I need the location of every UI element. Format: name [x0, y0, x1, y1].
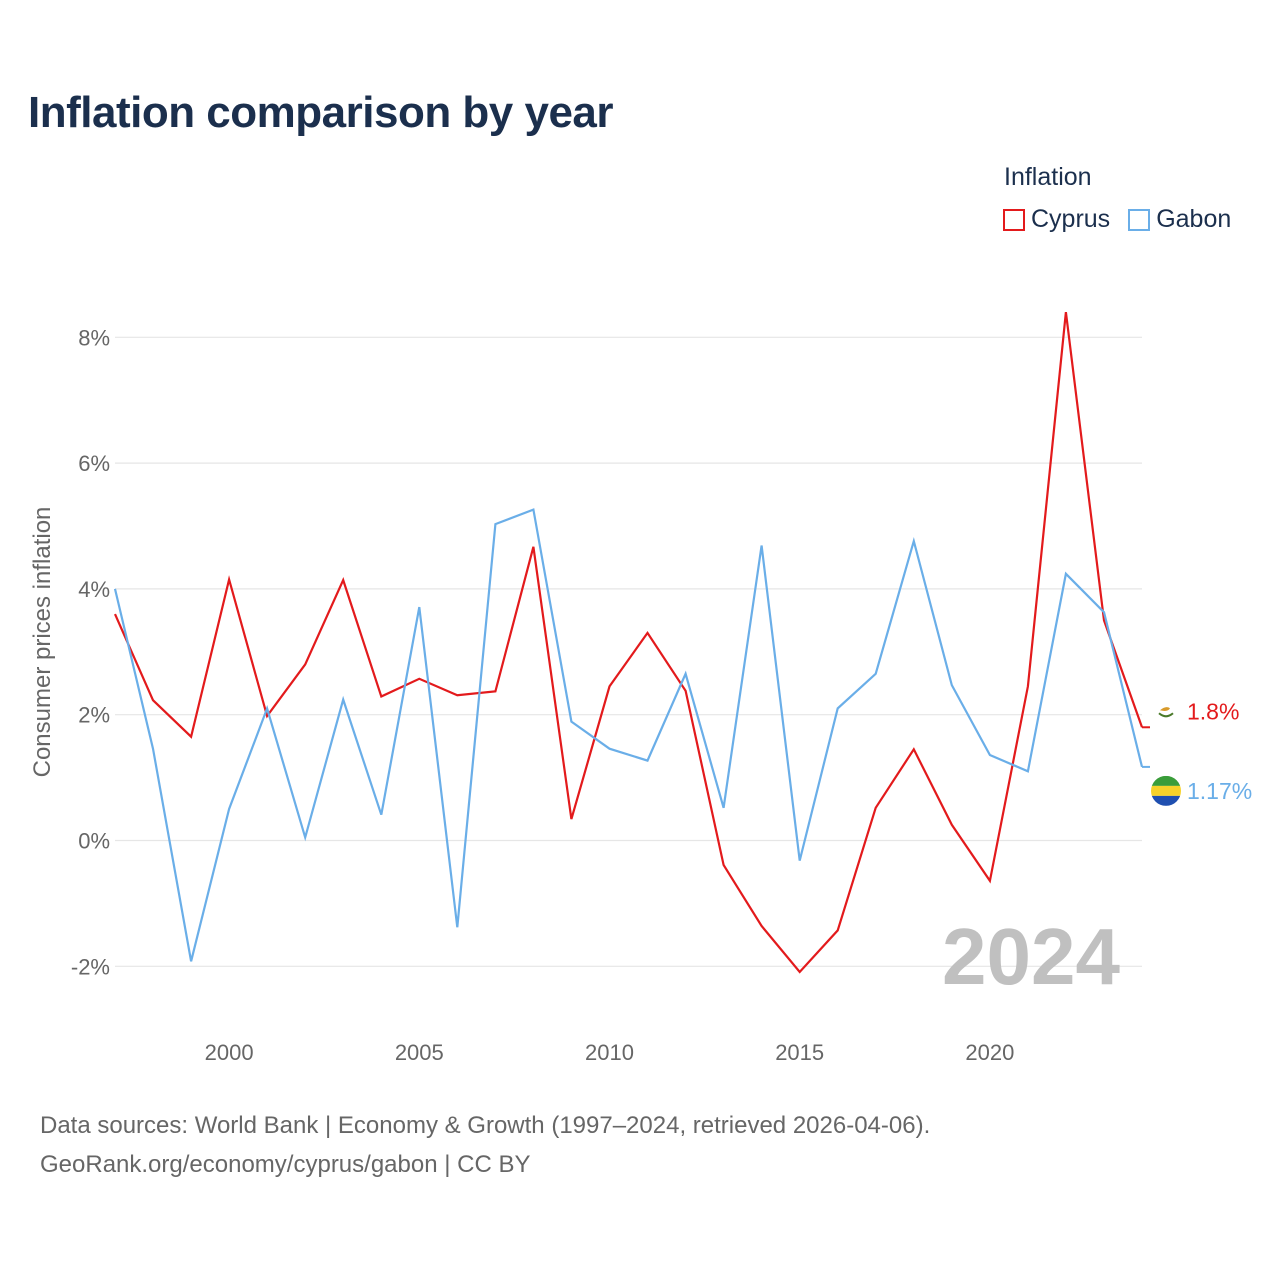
legend-title: Inflation [1004, 163, 1092, 191]
x-tick-label: 2010 [585, 1040, 634, 1065]
legend-label-gabon: Gabon [1156, 205, 1232, 233]
y-axis-label: Consumer prices inflation [29, 507, 56, 778]
legend-item-cyprus[interactable]: Cyprus [1003, 205, 1110, 234]
footer-link[interactable]: GeoRank.org/economy/cyprus/gabon | CC BY [40, 1151, 531, 1178]
legend-item-gabon[interactable]: Gabon [1128, 205, 1231, 234]
x-tick-label: 2000 [205, 1040, 254, 1065]
y-tick-label: 0% [78, 829, 110, 854]
y-tick-label: -2% [71, 954, 110, 979]
series-line-cyprus[interactable] [113, 311, 1144, 974]
y-tick-label: 6% [78, 451, 110, 476]
footer: Data sources: World Bank | Economy & Gro… [40, 1106, 930, 1184]
y-tick-label: 2% [78, 703, 110, 728]
y-tick-label: 4% [78, 577, 110, 602]
gridlines [115, 336, 1142, 967]
end-label-cyprus: 1.8% [1187, 698, 1239, 724]
flag-icon-cyprus [1157, 702, 1175, 721]
y-tick-label: 8% [78, 325, 110, 350]
x-tick-label: 2015 [775, 1040, 824, 1065]
y-tick-labels: -2% 0% 2% 4% 6% 8% [71, 325, 110, 979]
x-tick-labels: 2000 2005 2010 2015 2020 [205, 1040, 1015, 1065]
series-line-gabon[interactable] [113, 508, 1144, 962]
series-lines [113, 311, 1144, 974]
flag-icon-gabon [1151, 775, 1181, 806]
end-label-gabon: 1.17% [1187, 778, 1252, 804]
x-tick-label: 2005 [395, 1040, 444, 1065]
legend-swatch-gabon [1128, 208, 1151, 231]
legend-label-cyprus: Cyprus [1031, 205, 1111, 233]
legend: Cyprus Gabon [1003, 205, 1231, 234]
footer-sources: Data sources: World Bank | Economy & Gro… [40, 1112, 931, 1139]
chart-title: Inflation comparison by year [28, 88, 614, 137]
series-end-labels: 1.8% 1.17% [1142, 698, 1252, 806]
current-year-watermark: 2024 [942, 912, 1120, 1001]
legend-swatch-cyprus [1003, 208, 1025, 231]
x-tick-label: 2020 [965, 1040, 1014, 1065]
